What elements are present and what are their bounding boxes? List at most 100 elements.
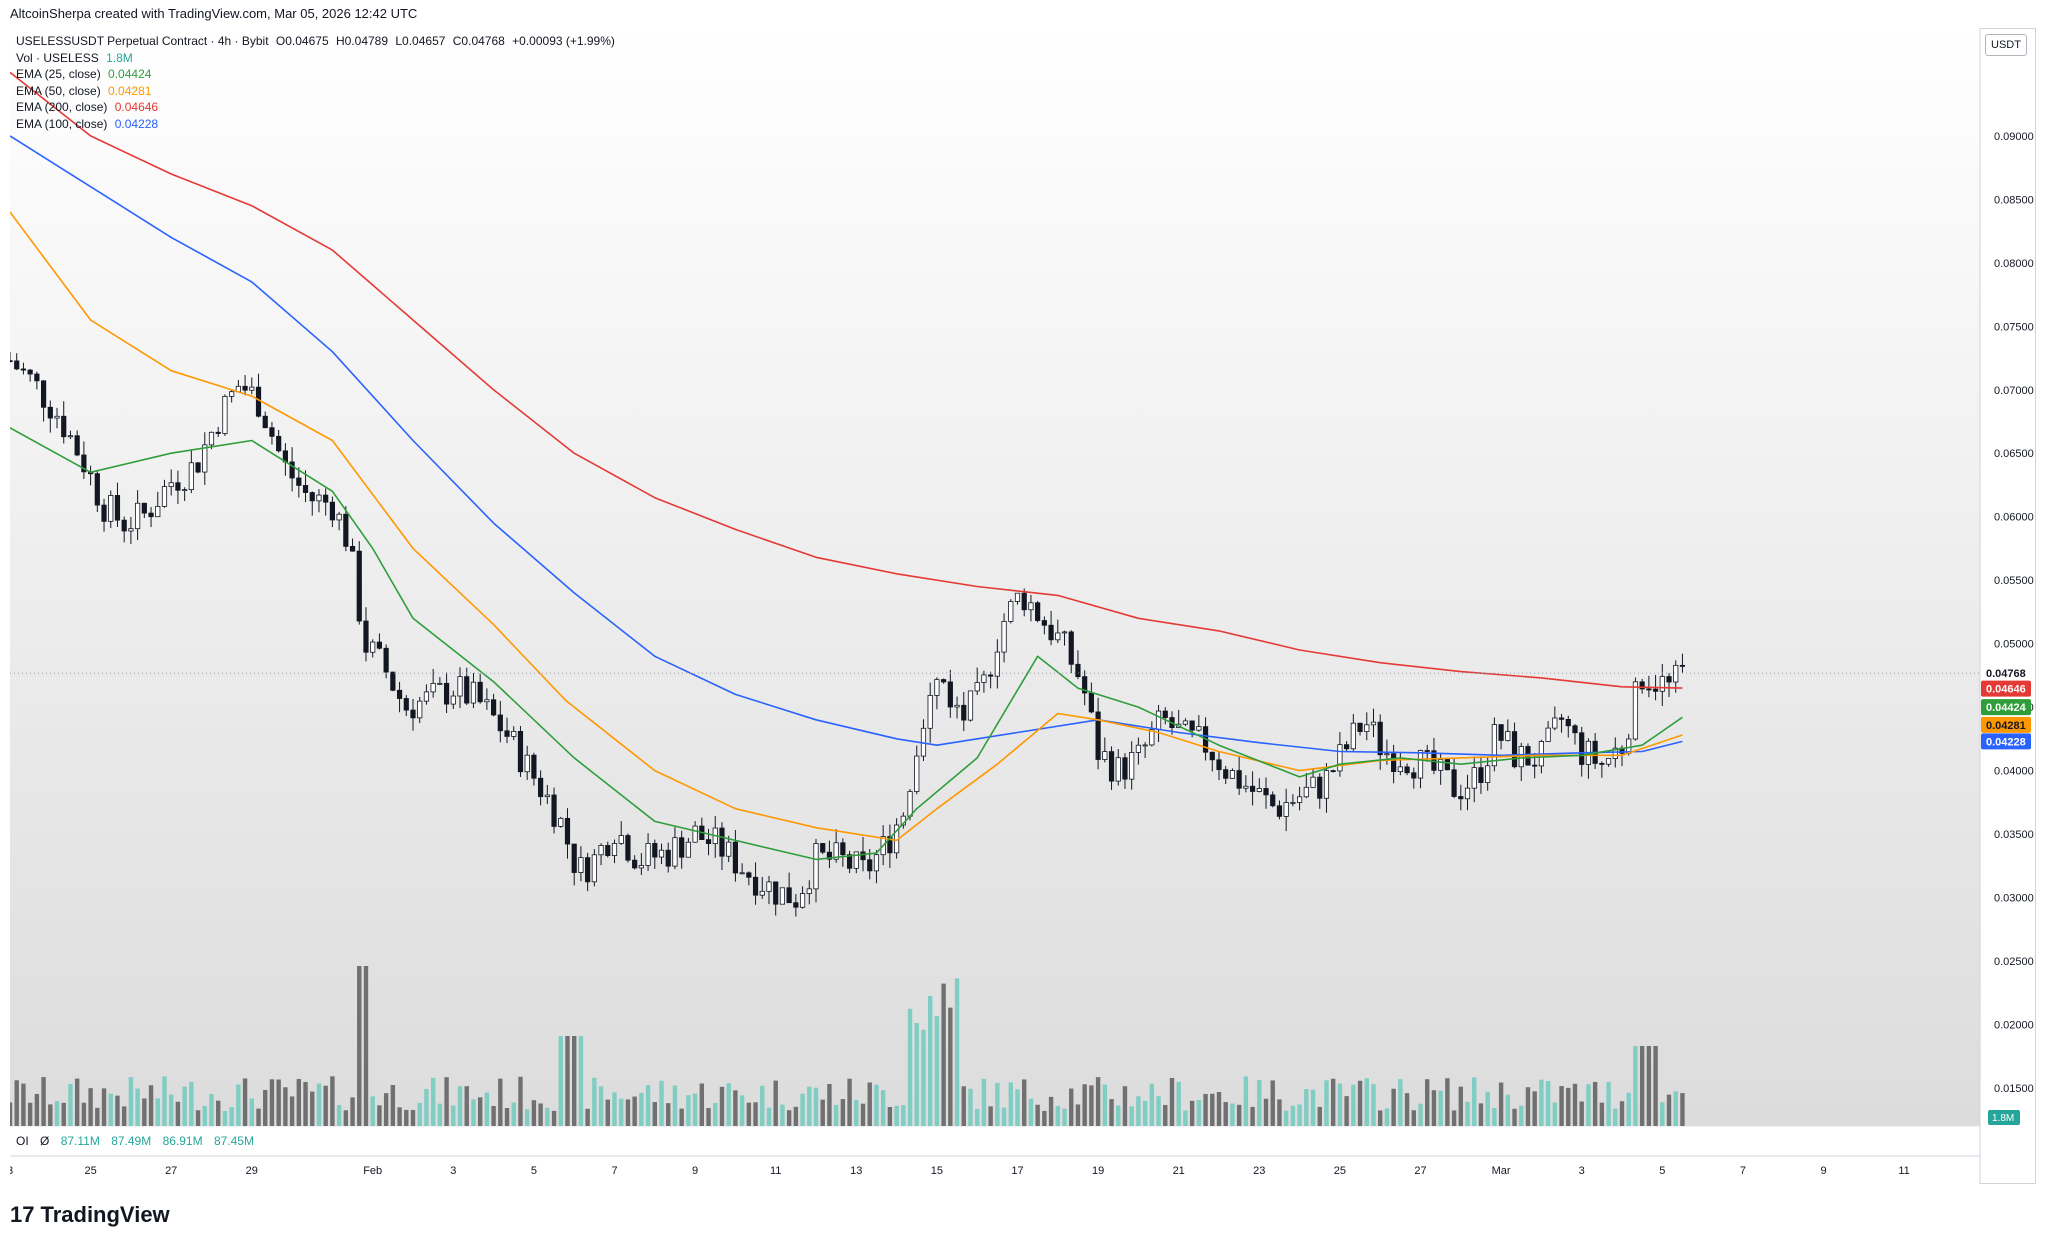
legend-ema50-row[interactable]: EMA (50, close) 0.04281 xyxy=(16,83,615,100)
candle-body[interactable] xyxy=(74,435,80,456)
candle-body[interactable] xyxy=(1135,744,1141,753)
candle-body[interactable] xyxy=(229,391,235,397)
candle-body[interactable] xyxy=(504,730,510,737)
candle-body[interactable] xyxy=(175,482,181,491)
candle-body[interactable] xyxy=(168,482,174,487)
candle-body[interactable] xyxy=(1055,632,1061,641)
ema200-line[interactable] xyxy=(10,71,1683,689)
candle-body[interactable] xyxy=(1323,770,1330,799)
candle-body[interactable] xyxy=(1082,676,1088,694)
candle-body[interactable] xyxy=(1451,769,1457,797)
candle-body[interactable] xyxy=(490,699,497,716)
candle-body[interactable] xyxy=(336,513,342,521)
candle-body[interactable] xyxy=(1404,766,1410,774)
legend-ema100-row[interactable]: EMA (100, close) 0.04228 xyxy=(16,116,615,133)
candle-body[interactable] xyxy=(692,825,698,843)
candle-body[interactable] xyxy=(779,887,786,905)
candle-body[interactable] xyxy=(1108,751,1115,782)
candle-body[interactable] xyxy=(1229,770,1236,779)
candle-body[interactable] xyxy=(538,777,544,798)
candle-body[interactable] xyxy=(40,380,47,408)
candle-body[interactable] xyxy=(423,691,430,702)
candle-body[interactable] xyxy=(81,454,87,473)
candle-body[interactable] xyxy=(262,415,268,429)
candle-body[interactable] xyxy=(1364,724,1370,732)
candle-body[interactable] xyxy=(1142,744,1148,747)
candle-body[interactable] xyxy=(114,495,121,521)
candle-body[interactable] xyxy=(20,368,27,371)
candle-body[interactable] xyxy=(1612,747,1618,759)
candle-body[interactable] xyxy=(645,843,651,866)
candle-body[interactable] xyxy=(967,690,974,721)
candle-body[interactable] xyxy=(726,841,732,857)
candle-body[interactable] xyxy=(1444,759,1450,771)
candle-body[interactable] xyxy=(450,695,456,705)
candle-body[interactable] xyxy=(994,651,1000,677)
candle-body[interactable] xyxy=(464,676,470,704)
candle-body[interactable] xyxy=(625,835,631,861)
candle-body[interactable] xyxy=(941,679,947,683)
candle-body[interactable] xyxy=(1249,785,1256,792)
candle-body[interactable] xyxy=(739,872,745,875)
ema50-line[interactable] xyxy=(10,211,1683,842)
candle-body[interactable] xyxy=(1646,688,1652,691)
candle-body[interactable] xyxy=(1639,681,1645,690)
candle-body[interactable] xyxy=(544,794,550,798)
candle-body[interactable] xyxy=(1350,722,1356,750)
candle-body[interactable] xyxy=(1572,725,1578,734)
candle-body[interactable] xyxy=(826,851,833,860)
candle-body[interactable] xyxy=(786,887,792,904)
candle-body[interactable] xyxy=(867,859,873,872)
candle-body[interactable] xyxy=(1155,710,1162,730)
candle-body[interactable] xyxy=(1223,769,1229,779)
candle-body[interactable] xyxy=(67,435,74,438)
candle-body[interactable] xyxy=(947,681,953,708)
candle-body[interactable] xyxy=(1471,767,1477,789)
candle-body[interactable] xyxy=(457,676,463,697)
candle-body[interactable] xyxy=(437,682,443,685)
candle-body[interactable] xyxy=(276,435,282,452)
candle-body[interactable] xyxy=(1008,601,1014,622)
candle-body[interactable] xyxy=(208,431,215,446)
candle-body[interactable] xyxy=(370,641,376,653)
candle-body[interactable] xyxy=(329,501,336,521)
candle-body[interactable] xyxy=(611,843,618,856)
candle-body[interactable] xyxy=(632,859,638,869)
candle-body[interactable] xyxy=(665,849,671,867)
candle-body[interactable] xyxy=(215,431,221,434)
candle-body[interactable] xyxy=(1216,759,1222,771)
candle-body[interactable] xyxy=(1041,620,1047,626)
candle-body[interactable] xyxy=(719,827,725,857)
candle-body[interactable] xyxy=(396,689,403,699)
candle-body[interactable] xyxy=(302,485,309,493)
candle-body[interactable] xyxy=(289,461,295,479)
candle-body[interactable] xyxy=(1189,720,1195,731)
legend-symbol-row[interactable]: USELESSUSDT Perpetual Contract · 4h · By… xyxy=(16,33,615,50)
candle-body[interactable] xyxy=(1095,711,1101,760)
candle-body[interactable] xyxy=(47,406,53,419)
candle-body[interactable] xyxy=(128,528,134,532)
candle-body[interactable] xyxy=(799,893,806,908)
candle-body[interactable] xyxy=(1149,729,1155,746)
candle-body[interactable] xyxy=(1075,663,1081,678)
candle-body[interactable] xyxy=(564,817,571,845)
candle-body[interactable] xyxy=(484,699,490,703)
candle-body[interactable] xyxy=(524,754,530,773)
candle-body[interactable] xyxy=(61,415,67,438)
candle-body[interactable] xyxy=(793,902,799,908)
candle-body[interactable] xyxy=(417,700,423,719)
candle-body[interactable] xyxy=(10,360,13,362)
candle-body[interactable] xyxy=(1115,757,1121,782)
candle-body[interactable] xyxy=(517,730,524,773)
candle-body[interactable] xyxy=(1397,766,1403,772)
candle-body[interactable] xyxy=(1236,770,1242,789)
candle-body[interactable] xyxy=(182,489,188,492)
candle-body[interactable] xyxy=(571,843,577,873)
candle-body[interactable] xyxy=(1344,744,1350,750)
candle-body[interactable] xyxy=(766,881,772,892)
candle-body[interactable] xyxy=(101,504,107,522)
candle-body[interactable] xyxy=(1545,727,1551,742)
candle-body[interactable] xyxy=(296,477,302,486)
candle-body[interactable] xyxy=(1659,676,1665,692)
candle-body[interactable] xyxy=(679,837,685,858)
